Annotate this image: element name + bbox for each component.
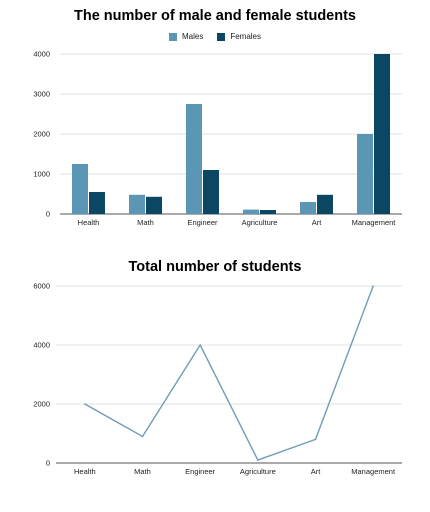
line-point-engineer <box>199 344 201 346</box>
line-chart-title: Total number of students <box>128 259 302 275</box>
bar-chart-title: The number of male and female students <box>74 8 356 24</box>
y-tick-label: 0 <box>46 210 50 219</box>
legend-swatch-females <box>217 32 226 41</box>
bar-males-engineer <box>186 104 202 214</box>
line-point-math <box>141 435 144 438</box>
legend-item-males: Males <box>168 32 204 41</box>
x-tick-label: Art <box>311 467 322 476</box>
y-tick-label: 2000 <box>33 400 50 409</box>
bar-females-engineer <box>203 170 219 214</box>
x-tick-label: Engineer <box>187 218 218 227</box>
bar-males-agriculture <box>243 209 259 214</box>
bar-males-math <box>129 194 145 214</box>
x-tick-label: Engineer <box>185 467 216 476</box>
bar-chart: 0 1000 2000 3000 4000 Health Math Engineer Agric… <box>33 50 402 227</box>
legend-label-males: Males <box>181 32 204 41</box>
legend-item-females: Females <box>217 32 261 41</box>
line-point-health <box>84 403 86 405</box>
bar-females-math <box>146 196 162 214</box>
x-tick-label: Math <box>134 467 151 476</box>
y-tick-label: 0 <box>46 459 50 468</box>
bar-males-management <box>357 134 373 214</box>
y-tick-label: 4000 <box>33 50 50 59</box>
x-tick-label: Health <box>78 218 100 227</box>
y-tick-label: 6000 <box>33 282 50 291</box>
legend-swatch-males <box>168 32 177 41</box>
y-tick-label: 4000 <box>33 341 50 350</box>
x-tick-label: Management <box>351 467 396 476</box>
x-tick-label: Management <box>352 218 397 227</box>
bar-females-agriculture <box>260 210 276 214</box>
line-point-art <box>314 438 317 441</box>
x-tick-label: Health <box>74 467 96 476</box>
x-tick-label: Math <box>137 218 154 227</box>
x-tick-label: Agriculture <box>242 218 278 227</box>
y-tick-label: 1000 <box>33 170 50 179</box>
line-point-agriculture <box>257 459 259 461</box>
line-point-management <box>372 285 374 287</box>
bar-females-health <box>89 192 105 214</box>
bar-males-health <box>72 164 88 214</box>
y-tick-label: 2000 <box>33 130 50 139</box>
bar-females-art <box>317 194 333 214</box>
x-tick-label: Agriculture <box>240 467 276 476</box>
x-tick-label: Art <box>312 218 323 227</box>
bar-females-management <box>374 54 390 214</box>
bar-males-art <box>300 202 316 214</box>
total-students-line <box>84 285 374 461</box>
legend-label-females: Females <box>230 32 262 41</box>
bar-chart-legend: Males Females <box>0 32 430 41</box>
y-tick-label: 3000 <box>33 90 50 99</box>
